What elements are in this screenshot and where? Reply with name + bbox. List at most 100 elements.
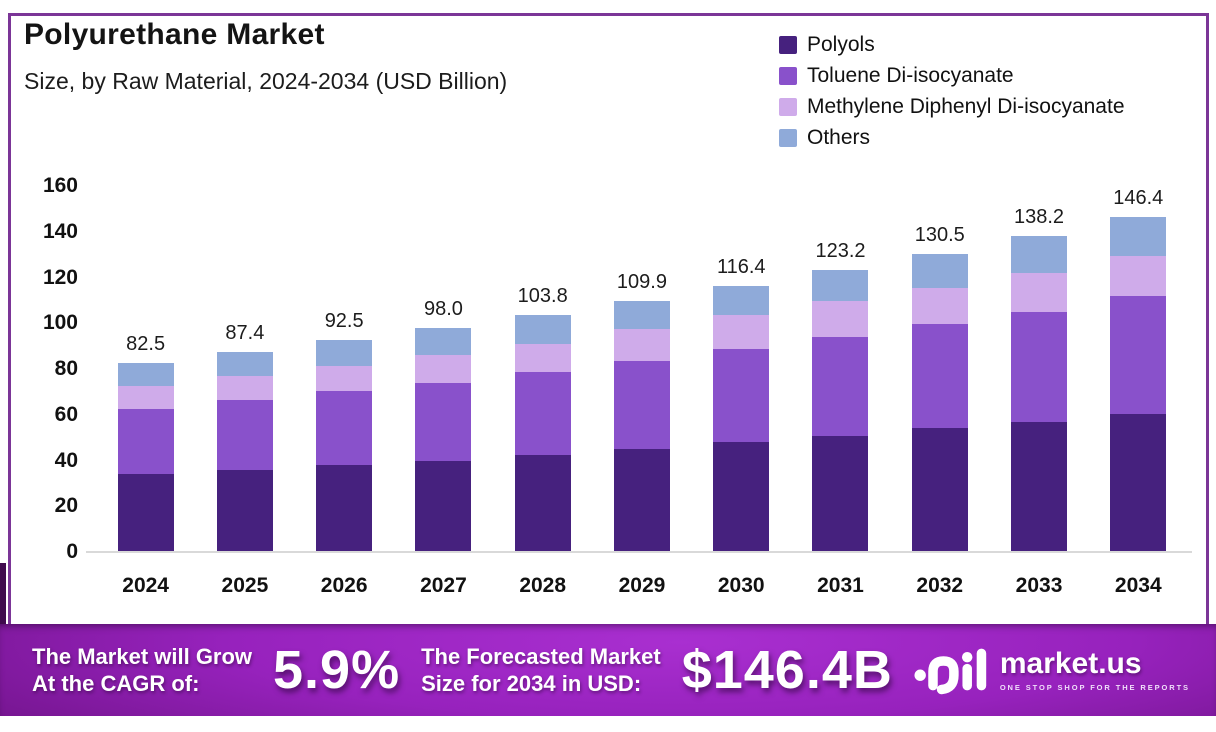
x-tick-label: 2032 — [916, 574, 964, 597]
legend-swatch-icon — [779, 36, 797, 54]
bar-segment-polyols — [911, 428, 968, 552]
bar-column-2029: 109.9 — [592, 150, 691, 552]
y-tick-label: 80 — [54, 357, 78, 380]
bar-segment-methylene-diphenyl-di-isocyanate — [613, 328, 670, 361]
bar-segment-methylene-diphenyl-di-isocyanate — [911, 287, 968, 324]
bar-segment-toluene-di-isocyanate — [613, 360, 670, 450]
x-tick-label: 2030 — [717, 574, 765, 597]
brand-tagline: ONE STOP SHOP FOR THE REPORTS — [999, 682, 1190, 692]
bar-segment-others — [1011, 235, 1068, 273]
y-tick-label: 160 — [42, 174, 78, 197]
page-title: Polyurethane Market — [24, 18, 325, 51]
bar-segment-others — [316, 340, 373, 367]
legend-swatch-icon — [779, 98, 797, 116]
bar-segment-polyols — [117, 474, 174, 552]
bar-segment-methylene-diphenyl-di-isocyanate — [1011, 272, 1068, 312]
bar-total-label: 130.5 — [914, 223, 965, 246]
bar-segment-toluene-di-isocyanate — [117, 409, 174, 475]
bar-segment-methylene-diphenyl-di-isocyanate — [514, 344, 571, 372]
brand-logo: market.us ONE STOP SHOP FOR THE REPORTS — [914, 643, 1190, 697]
bar-total-label: 92.5 — [324, 310, 364, 333]
bar-column-2026: 92.5 — [295, 150, 394, 552]
bar-segment-polyols — [613, 449, 670, 552]
bar-segment-polyols — [812, 436, 869, 552]
bar-segment-toluene-di-isocyanate — [1011, 311, 1068, 422]
bar-column-2028: 103.8 — [493, 150, 592, 552]
cagr-value: 5.9% — [273, 640, 401, 700]
bar-segment-toluene-di-isocyanate — [216, 400, 273, 470]
x-tick-label: 2033 — [1015, 574, 1063, 597]
bar-column-2030: 116.4 — [692, 150, 791, 552]
bar-segment-toluene-di-isocyanate — [514, 371, 571, 455]
brand-name: market.us — [999, 646, 1142, 680]
y-tick-label: 40 — [54, 448, 78, 472]
y-axis: 0 20 40 60 80 100 120 140 160 — [18, 174, 78, 563]
bar-segment-others — [216, 352, 273, 377]
x-tick-label: 2027 — [420, 574, 467, 597]
bar-segment-methylene-diphenyl-di-isocyanate — [216, 376, 273, 401]
bar-column-2027: 98.0 — [394, 150, 493, 552]
bar-segment-methylene-diphenyl-di-isocyanate — [316, 366, 373, 392]
bar-column-2032: 130.5 — [890, 150, 989, 552]
bar-total-label: 138.2 — [1013, 205, 1065, 228]
bar-segment-toluene-di-isocyanate — [713, 349, 770, 443]
legend-swatch-icon — [779, 67, 797, 85]
bar-segment-methylene-diphenyl-di-isocyanate — [812, 301, 869, 338]
bar-column-2024: 82.5 — [96, 150, 195, 552]
cagr-label-line2: At the CAGR of: — [32, 671, 200, 696]
legend-label: Polyols — [807, 33, 875, 56]
bar-segment-toluene-di-isocyanate — [316, 391, 373, 466]
bar-segment-toluene-di-isocyanate — [812, 337, 869, 437]
bar-total-label: 146.4 — [1113, 187, 1164, 210]
bar-segment-others — [812, 270, 869, 302]
legend-label: Toluene Di-isocyanate — [807, 64, 1014, 87]
bar-column-2031: 123.2 — [791, 150, 890, 552]
bar-segment-methylene-diphenyl-di-isocyanate — [713, 315, 770, 350]
legend: Polyols Toluene Di-isocyanate Methylene Di… — [779, 33, 1125, 157]
forecast-label: The Forecasted Market Size for 2034 in U… — [421, 643, 661, 698]
x-tick-label: 2034 — [1114, 574, 1162, 597]
y-tick-label: 120 — [42, 265, 78, 289]
x-tick-label: 2025 — [221, 574, 269, 597]
bar-segment-methylene-diphenyl-di-isocyanate — [1110, 256, 1167, 297]
bar-segment-polyols — [514, 454, 571, 552]
bar-segment-polyols — [713, 442, 770, 552]
bar-column-2033: 138.2 — [989, 150, 1088, 552]
y-tick-label: 60 — [54, 402, 78, 426]
cagr-label: The Market will Grow At the CAGR of: — [32, 643, 252, 698]
y-tick-label: 100 — [42, 311, 78, 335]
x-tick-label: 2024 — [122, 574, 169, 597]
y-tick-label: 140 — [42, 219, 78, 243]
bar-segment-polyols — [316, 465, 373, 552]
legend-swatch-icon — [779, 129, 797, 147]
ribbon-fold — [0, 563, 6, 624]
legend-item-others: Others — [779, 126, 1125, 150]
bar-segment-others — [613, 300, 670, 329]
bar-total-label: 116.4 — [716, 255, 766, 278]
bar-total-label: 109.9 — [616, 270, 667, 293]
brand-text: market.us ONE STOP SHOP FOR THE REPORTS — [999, 646, 1190, 692]
bar-total-label: 103.8 — [517, 284, 568, 307]
forecast-value: $146.4B — [681, 640, 893, 700]
bar-total-label: 98.0 — [423, 297, 463, 320]
bar-segment-others — [713, 285, 770, 316]
bar-segment-others — [514, 314, 571, 345]
bar-segment-methylene-diphenyl-di-isocyanate — [415, 355, 472, 383]
x-axis-line — [86, 551, 1192, 553]
legend-item-methylene-diphenyl-di-isocyanate: Methylene Diphenyl Di-isocyanate — [779, 95, 1125, 119]
bars-area: 82.5 87.4 92.5 98.0 103.8 109.9 116.4 123.2 130.… — [96, 150, 1188, 552]
legend-item-toluene-di-isocyanate: Toluene Di-isocyanate — [779, 64, 1125, 88]
y-tick-label: 0 — [66, 540, 78, 563]
x-axis-labels: 2024 2025 2026 2027 2028 2029 2030 2031 2032 2033… — [96, 574, 1188, 598]
bar-segment-others — [911, 253, 968, 288]
bar-segment-others — [117, 363, 174, 387]
bar-column-2025: 87.4 — [195, 150, 294, 552]
x-tick-label: 2028 — [519, 574, 567, 597]
bar-total-label: 123.2 — [815, 240, 866, 263]
bar-segment-polyols — [216, 469, 273, 552]
bar-total-label: 82.5 — [126, 333, 166, 356]
bar-segment-toluene-di-isocyanate — [1110, 296, 1167, 414]
bar-segment-methylene-diphenyl-di-isocyanate — [117, 386, 174, 410]
footer-banner: The Market will Grow At the CAGR of: 5.9… — [0, 624, 1216, 716]
